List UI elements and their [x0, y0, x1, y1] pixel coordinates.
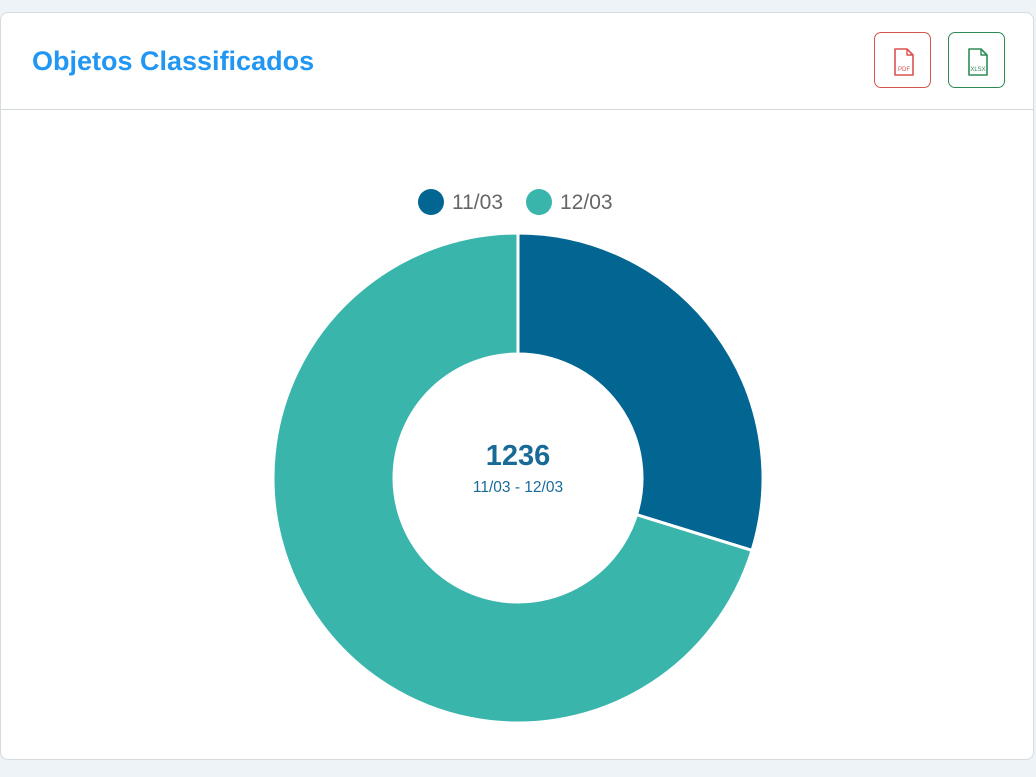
- donut-slice-1[interactable]: [516, 231, 765, 553]
- donut-slice-2[interactable]: [271, 231, 754, 725]
- legend-label-1[interactable]: 11/03: [452, 191, 503, 214]
- chart-legend: 11/03 12/03: [418, 189, 613, 215]
- center-total-value: 1236: [486, 440, 551, 472]
- donut-chart: 11/03 12/03 1236 11/03 - 12/03: [271, 189, 765, 725]
- center-date-range: 11/03 - 12/03: [473, 479, 563, 496]
- legend-label-2[interactable]: 12/03: [560, 191, 613, 214]
- chart-card: Objetos Classificados PDF XLSX 11/03 12/0…: [0, 12, 1034, 760]
- card-header: Objetos Classificados PDF XLSX: [1, 13, 1033, 110]
- donut-slices: [271, 231, 765, 725]
- export-pdf-button[interactable]: PDF: [874, 32, 931, 88]
- legend-marker-1[interactable]: [418, 189, 444, 215]
- svg-text:XLSX: XLSX: [970, 67, 985, 73]
- pdf-file-icon: PDF: [894, 48, 914, 76]
- svg-text:PDF: PDF: [898, 67, 910, 73]
- card-title: Objetos Classificados: [32, 46, 315, 76]
- export-xlsx-button[interactable]: XLSX: [948, 32, 1005, 88]
- xlsx-file-icon: XLSX: [968, 48, 988, 76]
- legend-marker-2[interactable]: [526, 189, 552, 215]
- chart-area: 11/03 12/03 1236 11/03 - 12/03: [1, 111, 1033, 751]
